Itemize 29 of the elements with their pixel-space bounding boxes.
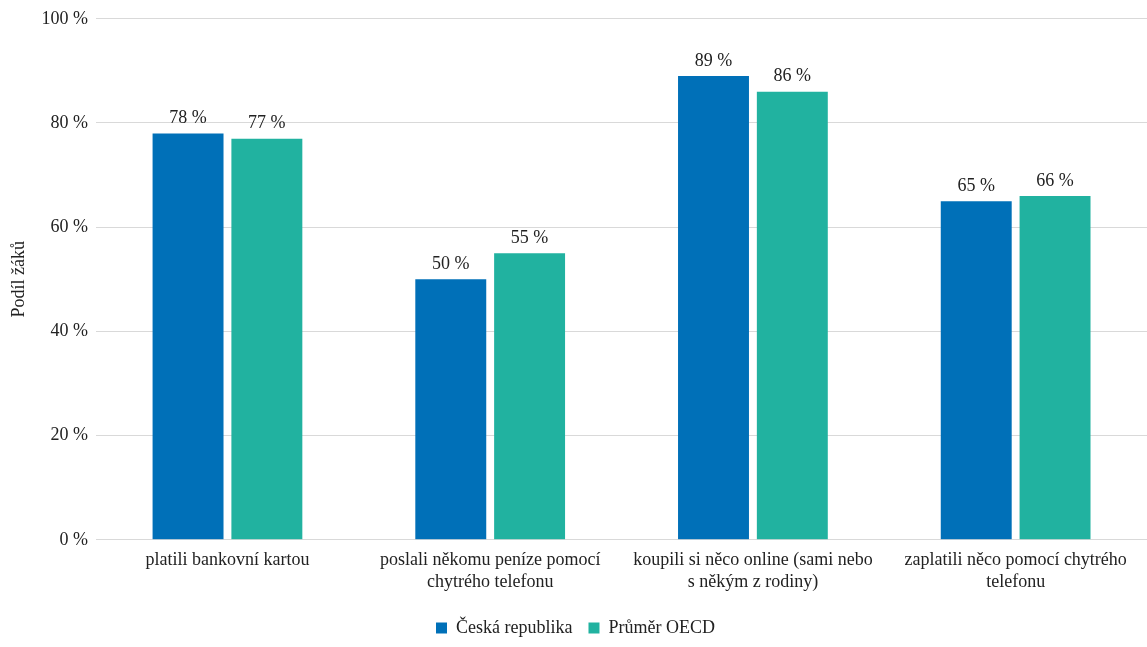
x-tick-label: platili bankovní kartou bbox=[145, 549, 310, 570]
bar bbox=[756, 91, 828, 540]
bar bbox=[231, 138, 303, 540]
legend-label: Průměr OECD bbox=[608, 616, 715, 637]
data-label: 77 % bbox=[248, 112, 286, 133]
bar bbox=[940, 201, 1012, 540]
x-tick-label: koupili si něco online (sami nebo s někým z rodiny) bbox=[633, 549, 873, 592]
data-label: 50 % bbox=[432, 253, 470, 274]
data-label: 55 % bbox=[510, 226, 549, 247]
bar bbox=[415, 279, 487, 540]
x-tick-label: zaplatili něco pomocí chytrého telefonu bbox=[904, 549, 1127, 591]
y-tick-label: 0 % bbox=[59, 528, 89, 549]
legend-label: Česká republika bbox=[456, 615, 573, 637]
bar bbox=[152, 133, 224, 540]
data-label: 86 % bbox=[773, 65, 812, 86]
bar bbox=[1019, 195, 1091, 540]
y-axis-title: Podíl žáků bbox=[7, 241, 28, 318]
y-tick-label: 100 % bbox=[41, 7, 89, 28]
bar bbox=[494, 253, 566, 540]
y-tick-label: 20 % bbox=[50, 424, 89, 445]
y-tick-label: 40 % bbox=[50, 320, 89, 341]
y-tick-label: 80 % bbox=[50, 111, 89, 132]
data-label: 78 % bbox=[169, 107, 207, 128]
data-label: 89 % bbox=[694, 49, 733, 70]
data-label: 66 % bbox=[1036, 169, 1074, 190]
data-label: 65 % bbox=[957, 174, 995, 195]
y-tick-label: 60 % bbox=[50, 215, 89, 236]
x-tick-label: poslali někomu peníze pomocí chytrého telefonu bbox=[379, 549, 601, 591]
bar bbox=[678, 76, 749, 540]
